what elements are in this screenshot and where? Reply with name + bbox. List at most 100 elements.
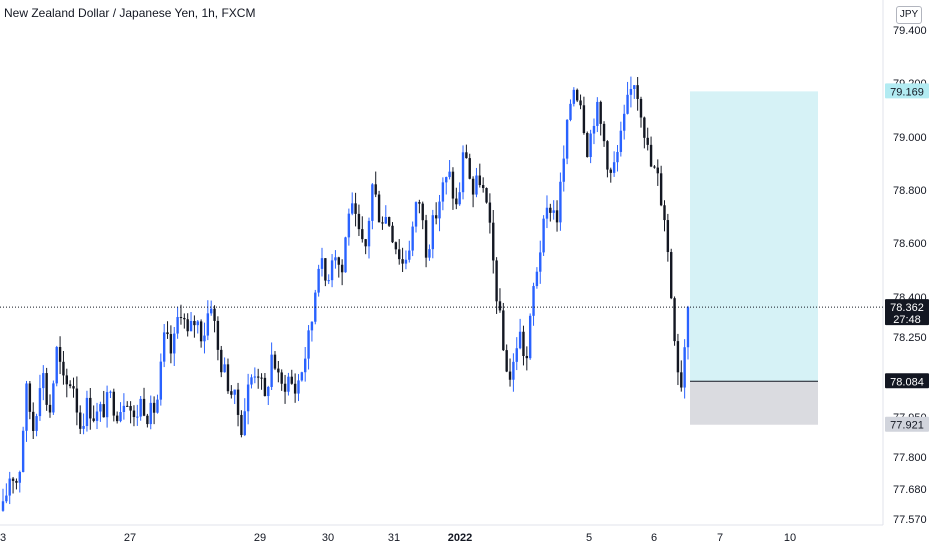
- y-tick-label: 79.400: [893, 25, 927, 37]
- candle-body: [189, 320, 193, 332]
- candle-body: [220, 349, 223, 373]
- candle-body: [75, 388, 79, 413]
- candle-body: [408, 250, 411, 260]
- candle-body: [129, 406, 132, 411]
- target-price-label-bg: [885, 83, 929, 99]
- candle-body: [569, 103, 572, 120]
- candle-body: [528, 315, 532, 359]
- candle-body: [404, 259, 408, 264]
- candle-body: [549, 207, 552, 213]
- candle-body: [633, 85, 636, 89]
- currency-button[interactable]: JPY: [896, 6, 922, 24]
- candle-body: [438, 201, 441, 219]
- candle-body: [414, 202, 418, 227]
- candle-body: [230, 391, 233, 395]
- candle-body: [354, 203, 357, 214]
- candle-body: [643, 117, 646, 138]
- candle-body: [465, 152, 468, 159]
- candle-body: [455, 198, 458, 205]
- candle-body: [344, 237, 347, 273]
- candle-body: [267, 386, 270, 397]
- candle-body: [351, 203, 354, 214]
- candle-body: [347, 213, 351, 238]
- candle-body: [411, 226, 414, 251]
- candle-body: [508, 371, 512, 380]
- candle-body: [183, 317, 186, 320]
- candle-body: [226, 364, 230, 392]
- candle-body: [468, 158, 471, 179]
- candle-body: [65, 375, 68, 385]
- candle-body: [15, 480, 18, 483]
- candle-body: [532, 286, 535, 316]
- candle-body: [162, 332, 166, 362]
- candle-body: [68, 384, 72, 387]
- candle-body: [95, 411, 99, 421]
- candle-body: [5, 495, 8, 502]
- candle-body: [441, 182, 445, 202]
- candle-body: [58, 347, 62, 362]
- candle-body: [542, 218, 545, 253]
- candle-body: [42, 373, 45, 389]
- candle-body: [152, 402, 156, 413]
- candle-body: [334, 257, 337, 261]
- candle-body: [85, 397, 89, 427]
- candle-body: [72, 386, 75, 389]
- candle-body: [401, 259, 404, 264]
- candle-body: [52, 383, 55, 413]
- candle-body: [636, 85, 639, 99]
- candle-body: [166, 332, 169, 335]
- candle-body: [666, 220, 670, 253]
- y-tick-label: 78.600: [893, 238, 927, 250]
- candle-body: [240, 414, 243, 436]
- candle-body: [495, 260, 498, 302]
- candle-body: [656, 167, 659, 174]
- candle-body: [461, 152, 465, 193]
- candle-body: [471, 178, 475, 195]
- current-price-label-text: 78.362: [890, 302, 924, 314]
- candle-body: [149, 402, 152, 425]
- candle-body: [216, 320, 220, 350]
- candle-body: [310, 321, 314, 331]
- candle-body: [559, 181, 562, 223]
- candle-body: [11, 478, 15, 481]
- candle-body: [582, 105, 586, 133]
- x-tick-label: 10: [784, 532, 796, 544]
- candle-body: [381, 222, 384, 224]
- candle-body: [552, 210, 555, 213]
- candle-body: [445, 177, 448, 183]
- candle-body: [92, 418, 95, 421]
- candle-body: [478, 175, 482, 186]
- candle-body: [596, 101, 599, 126]
- candle-body: [394, 242, 398, 250]
- candle-body: [680, 372, 683, 388]
- candle-body: [28, 383, 32, 412]
- candle-body: [287, 376, 290, 392]
- candle-body: [102, 404, 105, 418]
- candle-body: [263, 377, 267, 397]
- candle-body: [398, 249, 401, 260]
- candle-body: [139, 398, 142, 417]
- candle-body: [653, 166, 656, 168]
- candle-body: [451, 171, 455, 199]
- candle-body: [89, 397, 92, 419]
- current-price-label-text: 27:48: [893, 314, 921, 326]
- candle-body: [55, 347, 58, 384]
- candle-body: [256, 376, 260, 378]
- candle-body: [213, 308, 216, 321]
- x-tick-label: 5: [586, 532, 592, 544]
- candle-body: [25, 383, 28, 431]
- candle-body: [428, 249, 431, 258]
- candle-body: [609, 169, 612, 173]
- candle-body: [670, 252, 673, 299]
- candle-body: [387, 217, 391, 226]
- candle-body: [136, 416, 139, 418]
- candle-body: [243, 411, 246, 436]
- candle-body: [623, 113, 626, 131]
- candle-body: [364, 239, 367, 247]
- candle-body: [522, 331, 525, 356]
- candle-body: [206, 313, 210, 336]
- candle-body: [418, 202, 421, 204]
- candle-body: [122, 405, 126, 413]
